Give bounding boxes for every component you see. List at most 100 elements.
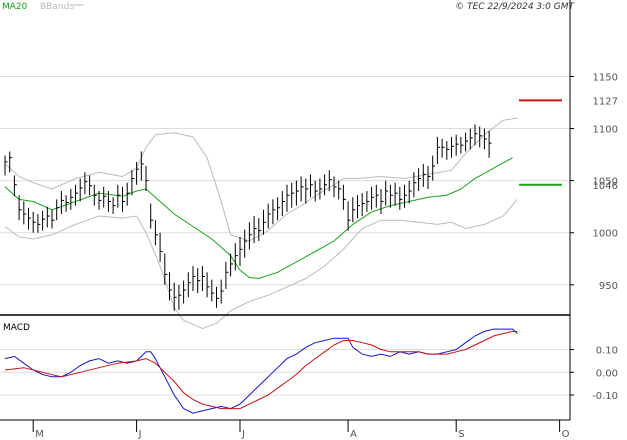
price-bar	[4, 155, 8, 176]
price-bar	[187, 272, 191, 298]
time-tick-label: M	[35, 429, 44, 440]
price-bar	[70, 188, 74, 210]
price-bar	[197, 268, 201, 294]
price-bar	[451, 136, 454, 158]
price-bar	[385, 180, 389, 206]
price-bar	[314, 180, 318, 202]
macd-tick-label: 0.10	[596, 346, 618, 357]
price-bar	[436, 136, 440, 164]
price-bar	[51, 209, 55, 229]
time-tick-label: O	[562, 429, 570, 440]
price-bar	[56, 199, 60, 221]
price-bar	[441, 138, 445, 158]
price-bar	[154, 220, 158, 246]
price-bar	[60, 191, 64, 214]
price-bar	[291, 182, 295, 208]
price-bar	[305, 178, 309, 204]
price-bar	[65, 195, 69, 212]
price-bar	[103, 186, 107, 208]
price-bar	[75, 184, 78, 206]
price-bar	[427, 166, 431, 189]
price-bar	[361, 193, 365, 217]
price-bar	[140, 151, 144, 181]
price-bar	[112, 197, 116, 214]
price-bar	[234, 243, 238, 271]
price-tick-label: 1000	[593, 229, 618, 240]
price-bar	[136, 161, 140, 185]
macd-tick-label: 0.00	[596, 368, 618, 379]
price-bar	[98, 191, 102, 210]
macd-signal-line	[4, 330, 518, 410]
price-bar	[371, 186, 375, 210]
macd-gridlines	[0, 349, 570, 396]
price-bar	[465, 132, 469, 152]
price-bar	[432, 155, 436, 181]
price-bar	[286, 184, 290, 212]
price-bar	[93, 184, 97, 206]
price-bar	[216, 286, 219, 308]
price-bar	[267, 203, 271, 229]
price-bar	[281, 191, 285, 217]
price-bar	[272, 199, 276, 225]
price-bar	[18, 195, 22, 221]
price-bar	[206, 272, 210, 298]
price-bar	[173, 282, 177, 311]
price-bar	[42, 210, 46, 231]
macd-panel-title: MACD	[3, 323, 30, 333]
price-bar	[126, 182, 130, 206]
price-bar	[258, 218, 262, 242]
price-bar	[253, 216, 257, 244]
price-bar	[413, 172, 417, 198]
price-bar	[328, 170, 332, 192]
price-bar	[404, 184, 407, 208]
price-bar	[225, 261, 229, 289]
price-bar	[333, 176, 337, 198]
price-bar	[9, 151, 13, 173]
price-bar	[178, 284, 182, 310]
price-bar	[89, 175, 93, 196]
price-axis-ticks: 950 1000 1050 1100 1150	[570, 72, 618, 292]
price-bar	[310, 174, 313, 198]
price-bar	[375, 184, 379, 208]
price-bar	[389, 184, 393, 208]
resistance-level-label: 1127	[593, 96, 618, 107]
price-bar	[13, 175, 17, 197]
price-bar	[211, 279, 215, 302]
price-bar	[474, 124, 478, 146]
price-bar	[295, 180, 299, 206]
time-tick-label: J	[241, 429, 245, 440]
price-bar	[131, 170, 135, 196]
price-bar	[239, 236, 243, 267]
price-bar	[183, 280, 187, 304]
price-bars	[4, 124, 492, 311]
price-bar	[192, 266, 196, 292]
ma20-legend: MA20	[2, 2, 28, 12]
price-bar	[117, 184, 121, 208]
price-bar	[446, 141, 450, 160]
time-tick-label: S	[458, 429, 464, 440]
price-tick-label: 1100	[593, 125, 618, 136]
price-bar	[37, 213, 41, 233]
copyright-text: © TEC 22/9/2024 3:0 GMT	[455, 2, 575, 12]
price-bar	[342, 184, 346, 210]
price-bar	[460, 136, 464, 154]
price-levels: 1127 1046	[519, 96, 618, 192]
price-bar	[220, 279, 224, 304]
bollinger-lower-band	[4, 199, 518, 330]
price-tick-label: 950	[599, 281, 618, 292]
price-bar	[469, 128, 473, 150]
price-bar	[32, 211, 36, 233]
price-bar	[150, 203, 154, 229]
price-bar	[352, 197, 356, 223]
price-bar	[46, 206, 50, 228]
price-bar	[399, 186, 403, 210]
price-bar	[28, 207, 31, 230]
price-bar	[422, 163, 426, 187]
macd-axis-ticks: 0.10 0.00 -0.10	[570, 346, 618, 402]
price-bar	[159, 232, 163, 262]
price-bar	[263, 209, 266, 235]
price-bar	[357, 195, 360, 219]
price-bar	[394, 182, 398, 206]
